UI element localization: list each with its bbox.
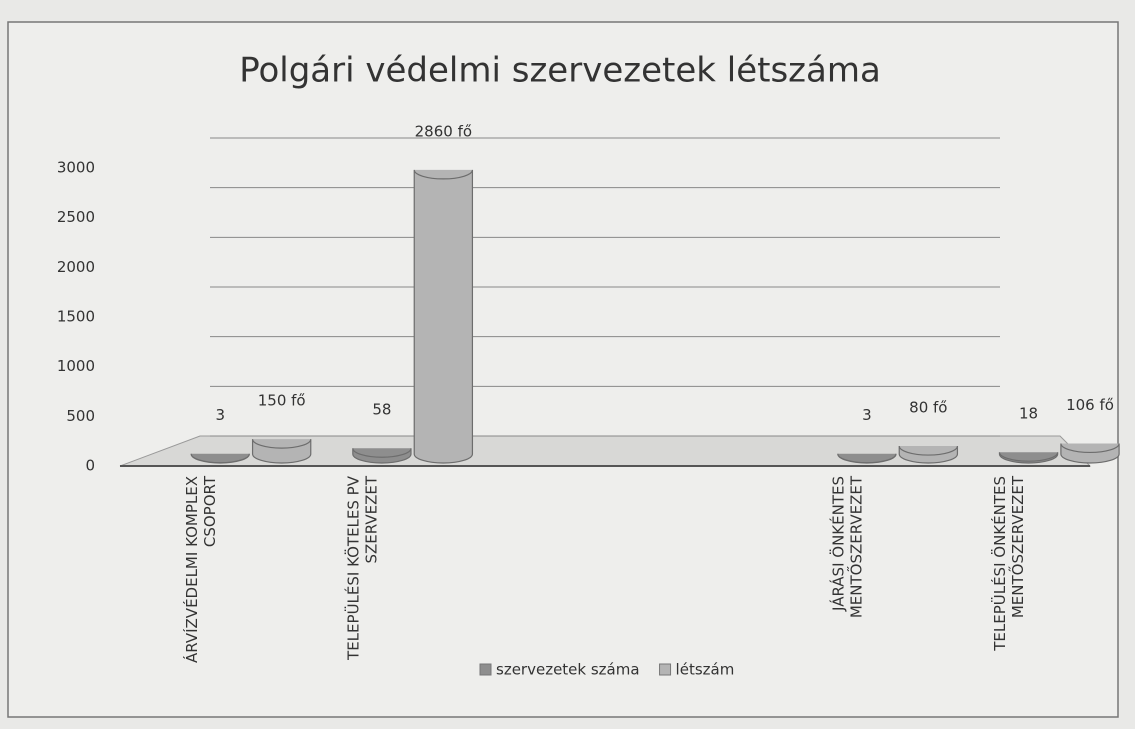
legend-label: szervezetek száma [496,661,640,679]
x-tick-label: JÁRÁSI ÖNKÉNTESMENTŐSZERVEZET [828,475,865,618]
y-tick-label: 3000 [57,159,95,177]
bar [190,453,250,464]
legend-swatch [659,663,672,676]
data-label: 2860 fő [415,122,472,140]
y-tick-label: 2000 [57,258,95,276]
data-label: 3 [215,406,225,424]
bar [413,169,474,464]
bar [837,453,897,464]
bar [1060,443,1120,464]
chart-frame [7,21,1119,718]
x-tick-label: TELEPÜLÉSI ÖNKÉNTESMENTŐSZERVEZET [990,475,1027,652]
bar [998,452,1059,464]
data-label: 150 fő [258,392,306,410]
y-tick-label: 500 [66,407,95,425]
bar [352,448,412,464]
data-label: 58 [372,401,391,419]
legend-swatch [479,663,492,676]
y-tick-label: 1500 [57,308,95,326]
data-label: 80 fő [909,399,947,417]
chart-title: Polgári védelmi szervezetek létszáma [239,51,881,91]
data-label: 3 [862,406,872,424]
legend-label: létszám [676,661,735,679]
data-label: 18 [1019,405,1038,423]
y-tick-label: 2500 [57,208,95,226]
y-tick-label: 1000 [57,357,95,375]
bar [251,438,312,464]
x-tick-label: TELEPÜLÉSI KÖTELES PVSZERVEZET [343,475,380,661]
y-tick-label: 0 [85,457,95,475]
data-label: 106 fő [1066,396,1114,414]
x-tick-label: ÁRVÍZVÉDELMI KOMPLEXCSOPORT [181,475,218,663]
bar [898,445,959,464]
